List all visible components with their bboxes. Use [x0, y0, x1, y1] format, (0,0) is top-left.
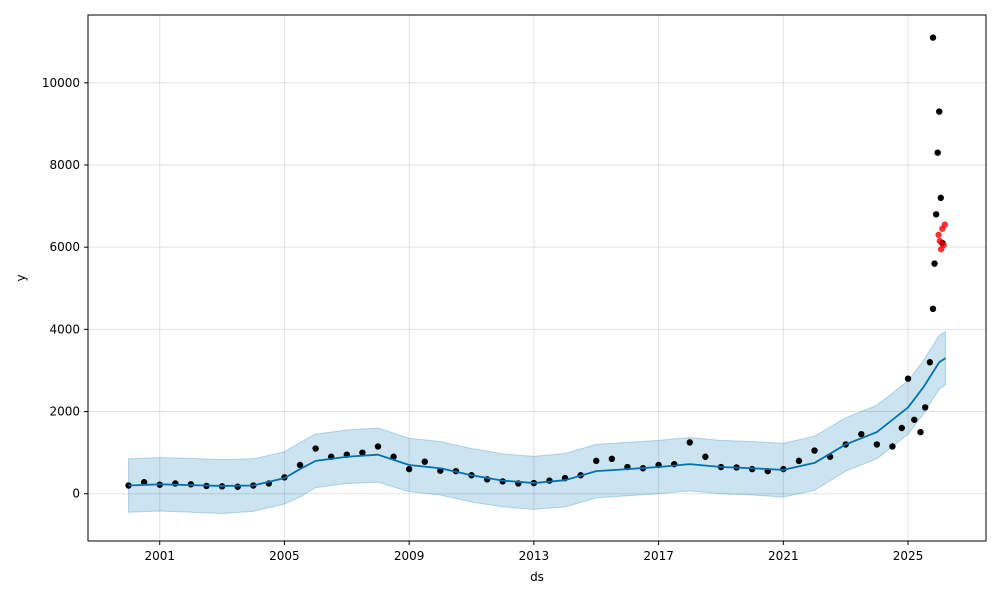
observed-point — [296, 461, 304, 469]
outlier-point — [936, 237, 944, 245]
x-tick-label: 2021 — [768, 549, 799, 563]
observed-point — [934, 149, 941, 156]
observed-point — [858, 430, 865, 438]
outlier-point — [940, 241, 947, 249]
y-axis-ticks: 0 2000 4000 6000 8000 10000 — [42, 76, 88, 501]
observed-point — [936, 108, 943, 115]
observed-point — [889, 443, 896, 450]
y-tick-label: 8000 — [49, 158, 80, 172]
x-tick-label: 2009 — [394, 549, 425, 563]
observed-point — [234, 483, 241, 490]
y-tick-label: 0 — [72, 487, 80, 501]
x-tick-label: 2025 — [893, 549, 924, 563]
forecast-line — [128, 357, 946, 487]
observed-point — [898, 424, 906, 432]
observed-point — [140, 479, 148, 486]
observed-point — [811, 447, 818, 454]
observed-point — [405, 465, 413, 473]
observed-point — [374, 443, 382, 450]
grid-lines — [88, 15, 986, 541]
y-tick-label: 6000 — [49, 240, 80, 254]
observed-point — [686, 439, 693, 446]
observed-point — [904, 375, 912, 382]
y-tick-label: 10000 — [42, 76, 80, 90]
observed-point — [172, 480, 179, 487]
observed-point — [911, 416, 918, 423]
observed-point — [795, 457, 803, 465]
observed-point — [926, 359, 934, 366]
x-tick-label: 2005 — [269, 549, 300, 563]
observed-point — [932, 211, 940, 218]
y-tick-label: 2000 — [49, 405, 80, 419]
outlier-points — [935, 221, 949, 253]
outlier-point — [941, 221, 949, 228]
x-tick-label: 2013 — [519, 549, 550, 563]
observed-point — [873, 441, 881, 448]
observed-point — [929, 305, 937, 313]
x-tick-label: 2017 — [643, 549, 674, 563]
x-tick-label: 2001 — [144, 549, 175, 563]
observed-point — [593, 457, 600, 465]
observed-peak-point — [929, 34, 937, 41]
observed-point — [421, 458, 428, 465]
observed-point — [390, 453, 397, 460]
outlier-point — [935, 231, 942, 239]
observed-point — [931, 260, 938, 267]
observed-point — [359, 449, 366, 456]
x-axis-label: ds — [530, 570, 544, 584]
x-axis-ticks: 2001 2005 2009 2013 2017 2021 2025 — [144, 541, 923, 563]
observed-point — [922, 404, 929, 411]
observed-point — [937, 194, 944, 202]
y-axis-label: y — [14, 274, 28, 281]
observed-point — [917, 428, 924, 436]
plot-frame — [87, 14, 987, 542]
y-tick-label: 4000 — [49, 322, 80, 336]
observed-point — [608, 455, 616, 463]
forecast-path — [128, 357, 946, 487]
observed-point — [312, 445, 319, 452]
observed-point — [702, 453, 709, 460]
